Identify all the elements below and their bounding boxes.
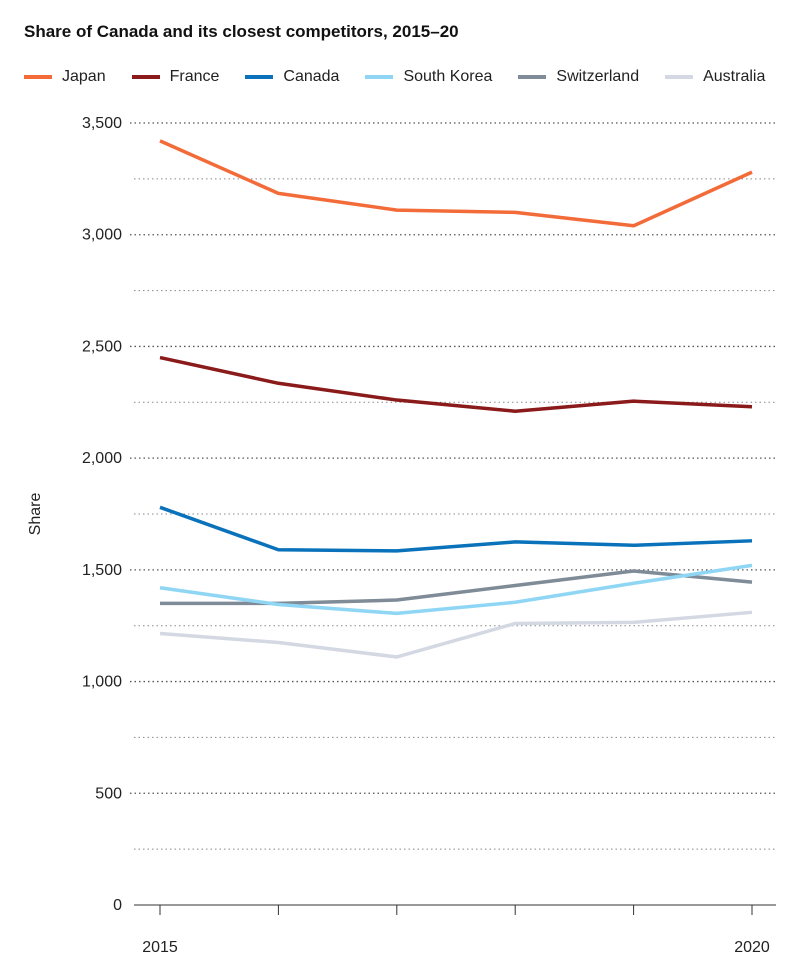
series-line-australia <box>159 610 753 659</box>
legend-label: South Korea <box>403 68 493 85</box>
series-line-canada <box>159 505 753 553</box>
legend-swatch <box>365 75 394 79</box>
legend-label: France <box>169 68 220 85</box>
legend: Japan France Canada South Korea Switzerland A… <box>24 68 791 86</box>
legend-item: Australia <box>665 68 765 86</box>
series-line-japan <box>159 139 753 228</box>
x-tick-label: 2015 <box>142 939 178 956</box>
legend-item: Canada <box>245 68 339 86</box>
y-tick-label: 1,000 <box>82 674 122 691</box>
legend-label: Australia <box>703 68 766 85</box>
y-tick-label: 2,000 <box>82 450 122 467</box>
legend-swatch <box>518 75 547 79</box>
legend-swatch <box>245 75 274 79</box>
y-tick-label: 3,000 <box>82 227 122 244</box>
legend-item: South Korea <box>365 68 492 86</box>
y-tick-label: 3,500 <box>82 115 122 132</box>
y-tick-label: 0 <box>113 897 122 914</box>
series-line-south-korea <box>159 563 753 616</box>
legend-swatch <box>24 75 52 79</box>
x-tick-label: 2020 <box>734 939 770 956</box>
y-tick-label: 2,500 <box>82 338 122 355</box>
y-axis-label: Share <box>27 493 44 536</box>
legend-swatch <box>131 75 160 79</box>
legend-item: Japan <box>24 68 106 86</box>
legend-swatch <box>665 75 694 79</box>
series-line-france <box>159 355 753 413</box>
chart-title: Share of Canada and its closest competit… <box>24 22 459 41</box>
series-line-switzerland <box>160 569 753 606</box>
y-tick-label: 500 <box>95 785 122 802</box>
legend-item: Switzerland <box>518 68 639 86</box>
legend-label: Switzerland <box>556 68 640 85</box>
legend-label: Canada <box>283 68 340 85</box>
y-tick-label: 1,500 <box>82 562 122 579</box>
legend-label: Japan <box>62 68 106 85</box>
legend-item: France <box>131 68 220 86</box>
